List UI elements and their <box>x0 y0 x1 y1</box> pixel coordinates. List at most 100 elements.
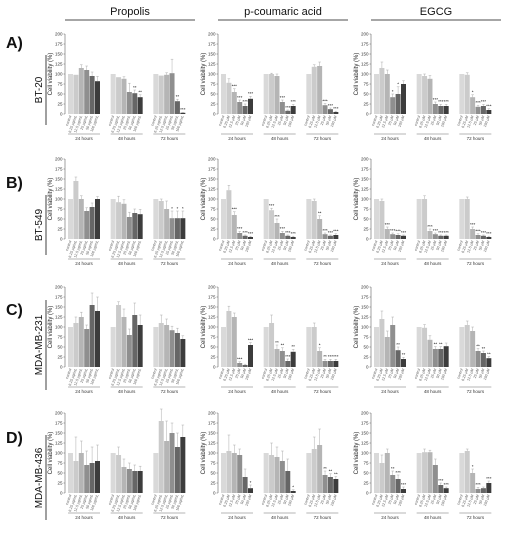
x-tick-label: 25 µg/mL <box>80 494 89 510</box>
bar <box>226 311 232 367</box>
x-tick-label: 50 µg/mL <box>85 240 94 256</box>
y-tick-label: 175 <box>208 295 216 300</box>
significance-label: *** <box>433 97 439 102</box>
x-tick-label: 100 µg/mL <box>90 115 100 132</box>
x-tick-label: 25 µM <box>430 240 437 251</box>
bar <box>121 467 127 493</box>
x-tick-label: 25 µM <box>234 494 241 505</box>
bar <box>470 473 476 493</box>
group-label: 72 hours <box>161 136 179 141</box>
significance-label: *** <box>333 229 339 234</box>
y-tick-label: 75 <box>363 461 369 466</box>
x-tick-label: 50 µM <box>393 368 400 379</box>
x-tick-label: 12.5 µM <box>313 494 321 508</box>
row-name-bt-549: BT-549 <box>34 208 45 241</box>
bar <box>68 74 73 114</box>
y-tick-label: 25 <box>57 355 63 360</box>
bar <box>248 237 253 239</box>
y-tick-label: 100 <box>208 325 216 330</box>
x-tick-label: control <box>108 494 116 506</box>
x-tick-label: 100 µM <box>245 240 253 253</box>
x-tick-label: control <box>414 494 422 506</box>
y-tick-label: 50 <box>210 92 216 97</box>
x-tick-label: 50 µM <box>393 494 400 505</box>
significance-label: ** <box>334 471 338 476</box>
significance-label: *** <box>328 103 334 108</box>
y-tick-label: 100 <box>361 451 369 456</box>
bar <box>137 471 143 493</box>
x-tick-label: 6.25 µM <box>376 240 384 254</box>
y-tick-label: 50 <box>363 92 369 97</box>
group-label: 48 hours <box>271 515 289 520</box>
bar <box>401 359 406 367</box>
group-label: 48 hours <box>271 136 289 141</box>
bar <box>379 463 385 493</box>
y-tick-label: 200 <box>361 32 369 37</box>
significance-label: *** <box>285 105 291 110</box>
x-tick-label: 6.25 µg/mL <box>111 115 121 133</box>
bar <box>401 489 406 493</box>
bar <box>306 74 312 114</box>
panel-bt-549-egcg: Cell viability (%) 0 25 50 75 100 125 150 175 200… <box>354 157 492 267</box>
significance-label: * <box>472 90 474 95</box>
y-tick-label: 100 <box>208 451 216 456</box>
bar <box>231 453 237 493</box>
x-tick-label: 100 µM <box>330 240 338 253</box>
group-label: 72 hours <box>314 389 332 394</box>
x-tick-label: 50 µg/mL <box>170 240 179 256</box>
x-tick-label: 50 µg/mL <box>170 115 179 131</box>
y-tick-label: 200 <box>361 411 369 416</box>
x-tick-label: 12.5 µM <box>271 240 279 254</box>
bar <box>121 203 127 239</box>
x-tick-label: 25 µM <box>234 368 241 379</box>
y-tick-label: 0 <box>213 237 216 242</box>
significance-label: *** <box>443 482 449 487</box>
y-tick-label: 150 <box>55 52 63 57</box>
group-label: 48 hours <box>118 389 136 394</box>
bar <box>395 235 401 239</box>
x-tick-label: 100 µM <box>398 240 406 253</box>
panel-mda-mb-231-propolis: Cell viability (%) 0 25 50 75 100 125 150 175 200… <box>48 285 186 394</box>
y-tick-label: 50 <box>57 217 63 222</box>
x-tick-label: 25 µg/mL <box>80 240 89 256</box>
group-label: 48 hours <box>118 261 136 266</box>
bar <box>422 452 428 493</box>
y-tick-label: 200 <box>361 285 369 290</box>
significance-label: ** <box>391 466 395 471</box>
y-tick-label: 0 <box>60 112 63 117</box>
y-tick-label: 200 <box>55 285 63 290</box>
y-tick-label: 25 <box>363 102 369 107</box>
x-tick-label: 50 µg/mL <box>128 368 137 384</box>
x-tick-label: control <box>108 240 116 252</box>
group-label: 72 hours <box>467 136 485 141</box>
y-tick-label: 75 <box>363 335 369 340</box>
significance-label: * <box>171 206 173 211</box>
significance-label: * <box>250 480 252 485</box>
x-tick-label: 100 µM <box>440 115 448 128</box>
group-label: 48 hours <box>424 261 442 266</box>
x-tick-label: 25 µM <box>320 240 327 251</box>
x-tick-label: 12.5 µg/mL <box>159 115 169 133</box>
y-tick-label: 0 <box>366 112 369 117</box>
group-label: 48 hours <box>271 261 289 266</box>
x-tick-label: 25 µM <box>320 368 327 379</box>
y-tick-label: 75 <box>363 207 369 212</box>
y-axis-label: Cell viability (%) <box>48 432 54 475</box>
bar <box>475 235 481 239</box>
y-tick-label: 150 <box>361 305 369 310</box>
y-tick-label: 200 <box>208 285 216 290</box>
significance-label: *** <box>285 354 291 359</box>
group-label: 48 hours <box>271 389 289 394</box>
x-tick-label: 25 µg/mL <box>80 115 89 131</box>
bar <box>95 461 100 493</box>
x-tick-label: 6.25 µM <box>223 115 231 129</box>
x-tick-label: control <box>261 494 269 506</box>
y-axis-label: Cell viability (%) <box>354 53 360 96</box>
bar <box>438 485 444 493</box>
x-tick-label: control <box>456 115 464 127</box>
significance-label: *** <box>285 230 291 235</box>
bar <box>486 483 492 493</box>
y-tick-label: 75 <box>57 82 63 87</box>
bar <box>464 74 470 114</box>
